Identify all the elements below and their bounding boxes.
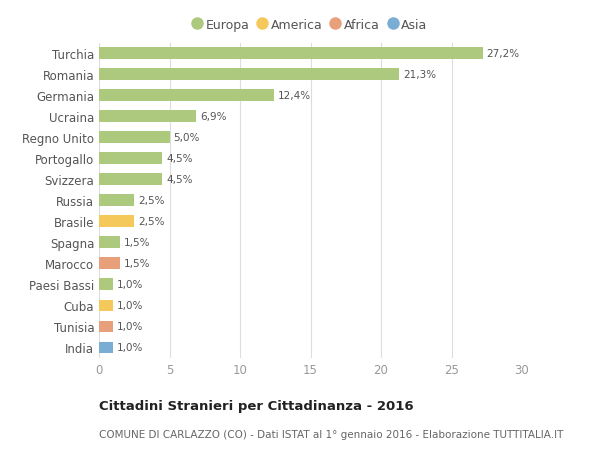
Text: 2,5%: 2,5% — [138, 217, 164, 227]
Bar — [99, 69, 400, 81]
Bar — [99, 48, 482, 60]
Text: 1,5%: 1,5% — [124, 259, 150, 269]
Bar — [99, 300, 113, 311]
Text: 27,2%: 27,2% — [486, 49, 519, 59]
Bar — [99, 279, 113, 291]
Bar — [99, 258, 120, 269]
Bar — [99, 132, 170, 144]
Text: 1,5%: 1,5% — [124, 238, 150, 248]
Bar — [99, 90, 274, 102]
Text: 2,5%: 2,5% — [138, 196, 164, 206]
Text: 4,5%: 4,5% — [166, 154, 193, 164]
Legend: Europa, America, Africa, Asia: Europa, America, Africa, Asia — [191, 16, 430, 34]
Text: 1,0%: 1,0% — [116, 301, 143, 311]
Text: 6,9%: 6,9% — [200, 112, 226, 122]
Text: 1,0%: 1,0% — [116, 280, 143, 290]
Text: 1,0%: 1,0% — [116, 342, 143, 353]
Text: 5,0%: 5,0% — [173, 133, 199, 143]
Bar — [99, 321, 113, 332]
Text: 12,4%: 12,4% — [277, 91, 310, 101]
Text: Cittadini Stranieri per Cittadinanza - 2016: Cittadini Stranieri per Cittadinanza - 2… — [99, 399, 413, 412]
Text: 21,3%: 21,3% — [403, 70, 436, 80]
Bar — [99, 174, 163, 185]
Bar — [99, 111, 196, 123]
Text: COMUNE DI CARLAZZO (CO) - Dati ISTAT al 1° gennaio 2016 - Elaborazione TUTTITALI: COMUNE DI CARLAZZO (CO) - Dati ISTAT al … — [99, 429, 563, 439]
Bar — [99, 153, 163, 165]
Text: 1,0%: 1,0% — [116, 322, 143, 331]
Bar — [99, 342, 113, 353]
Bar — [99, 216, 134, 228]
Bar — [99, 237, 120, 248]
Bar — [99, 195, 134, 207]
Text: 4,5%: 4,5% — [166, 175, 193, 185]
